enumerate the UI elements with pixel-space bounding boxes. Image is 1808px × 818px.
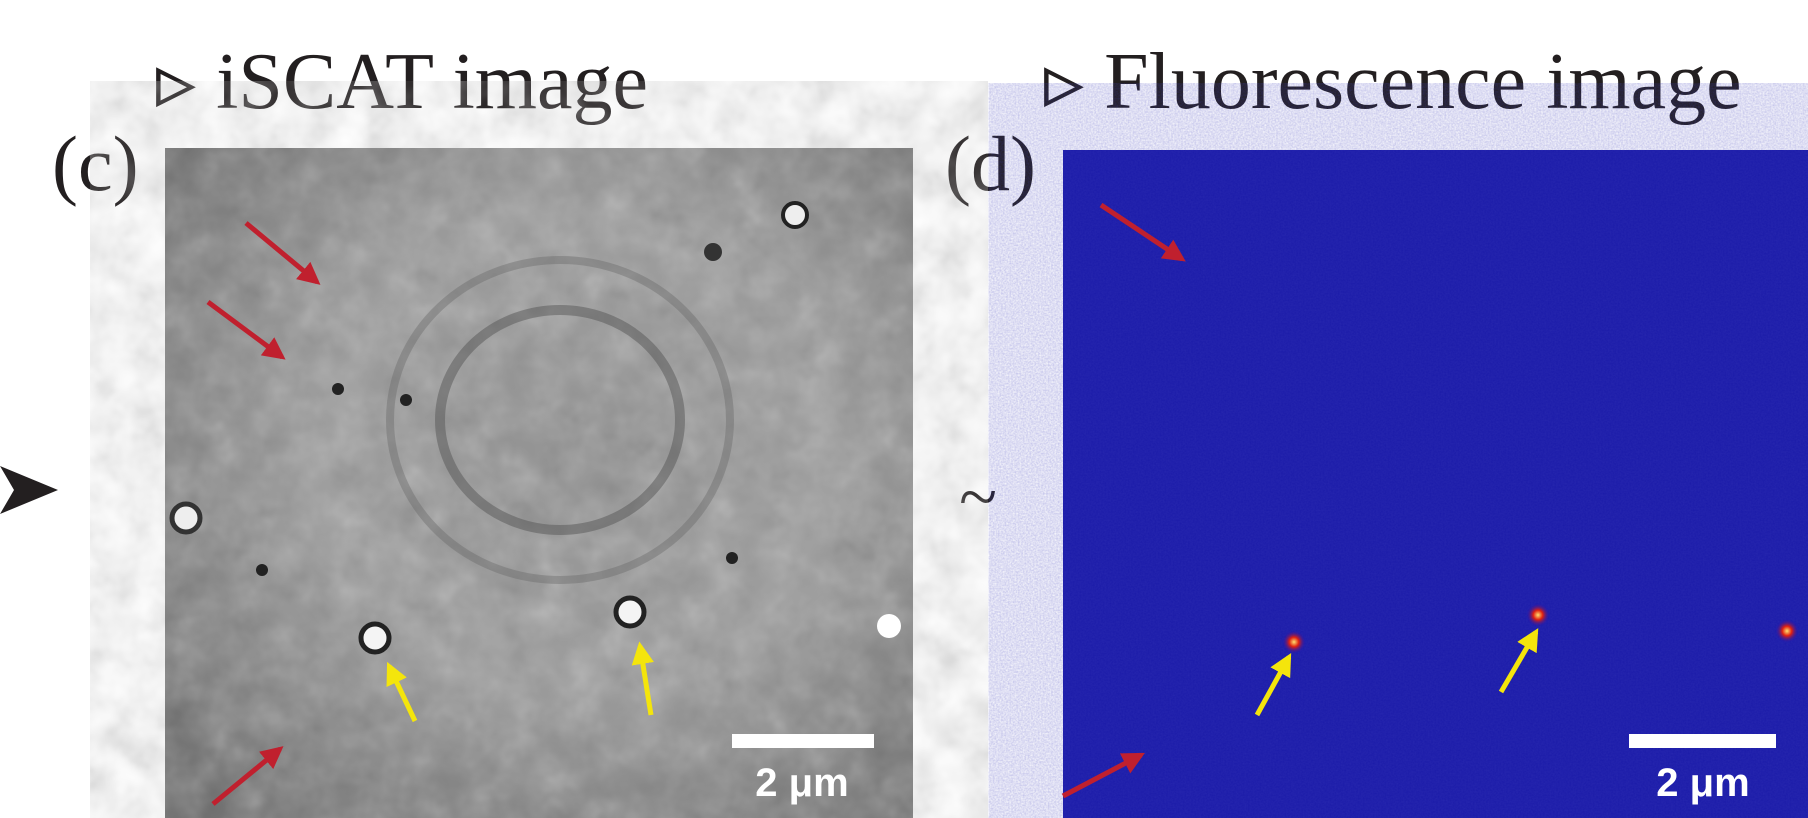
figure: ▹ iSCAT image ▹ Fluorescence image (c) (… [0, 0, 1808, 818]
incoming-arrow [0, 466, 58, 514]
panel-heading: ▹ iSCAT image [156, 38, 648, 126]
scale-bar-label: 2 μm [755, 761, 848, 805]
separator: ~ [959, 459, 997, 536]
scale-bar-label: 2 μm [1656, 761, 1749, 805]
panel-label: (c) [52, 120, 139, 207]
panel-label: (d) [945, 120, 1036, 207]
panel-heading: ▹ Fluorescence image [1044, 38, 1742, 126]
fluorescence-image: 2 μm [1063, 150, 1808, 818]
page: ▹ iSCAT image ▹ Fluorescence image (c) (… [0, 0, 1808, 818]
iscat-image: 2 μm [165, 148, 913, 818]
